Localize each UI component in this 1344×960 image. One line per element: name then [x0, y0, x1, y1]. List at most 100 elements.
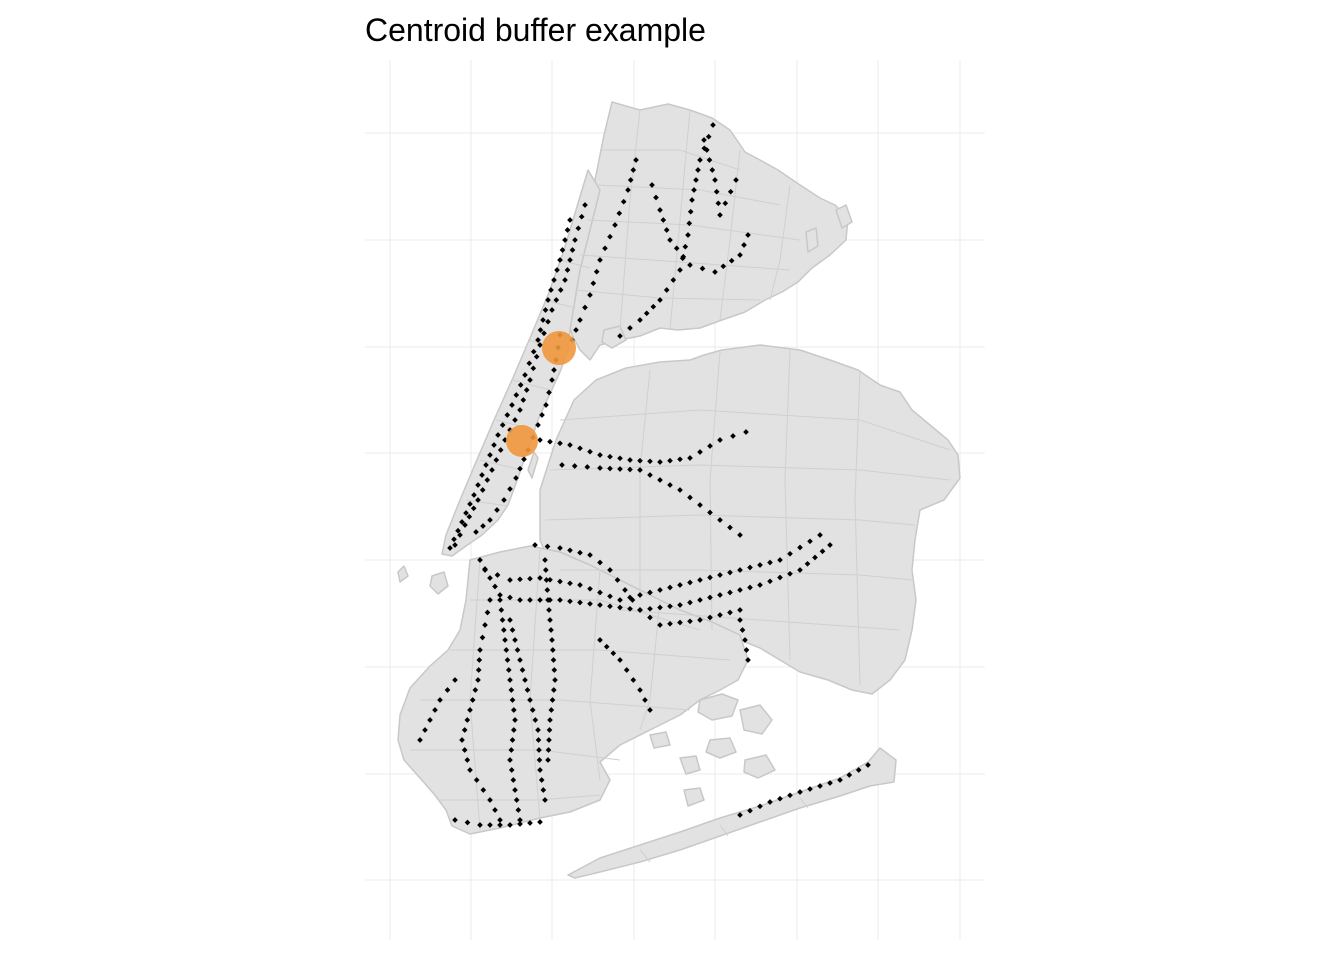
station-marker: [461, 727, 468, 733]
station-marker: [699, 265, 706, 272]
station-marker: [480, 787, 487, 793]
station-marker: [597, 465, 603, 471]
station-marker: [507, 594, 513, 601]
station-marker: [545, 597, 551, 603]
station-marker: [597, 257, 603, 263]
station-marker: [497, 447, 504, 453]
station-marker: [705, 133, 712, 140]
station-marker: [741, 242, 747, 248]
tract-boundary: [589, 569, 601, 781]
station-marker: [737, 587, 743, 593]
station-marker: [687, 579, 693, 586]
island: [739, 704, 773, 735]
station-marker: [494, 572, 501, 578]
station-marker: [522, 372, 528, 378]
station-marker: [489, 467, 495, 473]
station-marker: [492, 807, 498, 813]
station-marker: [564, 227, 571, 233]
station-marker: [642, 697, 648, 703]
station-marker: [432, 707, 438, 713]
station-marker: [797, 544, 803, 551]
station-marker: [713, 188, 720, 195]
station-marker: [687, 494, 693, 501]
station-marker: [577, 599, 583, 606]
station-marker: [537, 767, 543, 773]
station-marker: [777, 574, 783, 581]
station-marker: [647, 472, 653, 478]
station-marker: [508, 767, 515, 773]
station-marker: [500, 627, 507, 633]
station-marker: [475, 482, 481, 488]
station-marker: [577, 317, 583, 323]
station-marker: [484, 477, 491, 483]
station-marker: [497, 597, 503, 603]
station-marker: [697, 597, 703, 603]
station-marker: [547, 717, 553, 723]
station-marker: [475, 677, 481, 683]
station-marker: [677, 456, 683, 463]
station-marker: [495, 432, 501, 438]
station-marker: [603, 643, 610, 650]
island: [527, 451, 539, 479]
station-marker: [827, 542, 833, 548]
station-marker: [507, 677, 513, 683]
station-marker: [707, 614, 713, 621]
station-marker: [509, 737, 516, 743]
station-marker: [617, 604, 623, 611]
station-marker: [529, 707, 536, 713]
station-marker: [607, 593, 613, 600]
tract-boundary: [709, 351, 721, 631]
station-marker: [727, 569, 733, 576]
station-marker: [517, 817, 523, 823]
station-marker: [707, 574, 713, 581]
station-marker: [620, 198, 627, 205]
station-marker: [549, 377, 555, 383]
station-marker: [627, 605, 633, 612]
station-marker: [617, 466, 623, 472]
station-marker: [627, 177, 634, 183]
station-marker: [513, 475, 519, 481]
station-marker: [577, 445, 583, 452]
station-marker: [701, 137, 707, 143]
station-marker: [559, 462, 565, 468]
station-marker: [427, 717, 433, 723]
station-marker: [512, 417, 518, 423]
rockaway-area: [567, 747, 897, 879]
station-marker: [837, 777, 843, 783]
station-marker: [447, 545, 453, 551]
station-marker: [637, 687, 643, 693]
station-marker: [470, 505, 477, 512]
station-marker: [677, 582, 683, 588]
station-marker: [545, 757, 551, 763]
station-marker: [477, 647, 483, 653]
station-marker: [513, 392, 520, 398]
station-marker: [687, 262, 693, 268]
station-marker: [777, 557, 783, 563]
station-marker: [703, 147, 710, 153]
station-marker: [660, 217, 667, 223]
station-marker: [451, 536, 457, 543]
station-marker: [463, 510, 469, 516]
station-marker: [422, 727, 428, 733]
station-marker: [757, 562, 763, 568]
station-marker: [587, 600, 593, 607]
station-marker: [547, 576, 553, 583]
station-marker: [494, 507, 500, 513]
station-marker: [464, 757, 471, 763]
station-marker: [663, 287, 670, 293]
station-marker: [855, 767, 862, 773]
tract-boundary: [799, 797, 809, 809]
station-marker: [452, 817, 458, 823]
station-marker: [627, 325, 633, 331]
station-marker: [584, 464, 591, 470]
station-marker: [557, 597, 563, 603]
station-marker: [527, 597, 533, 603]
tract-boundary: [669, 109, 691, 331]
station-marker: [743, 429, 749, 435]
station-marker: [747, 564, 753, 571]
station-marker: [517, 657, 523, 663]
station-marker: [499, 617, 506, 623]
station-marker: [567, 580, 573, 587]
station-marker: [607, 453, 613, 460]
station-marker: [722, 200, 729, 207]
